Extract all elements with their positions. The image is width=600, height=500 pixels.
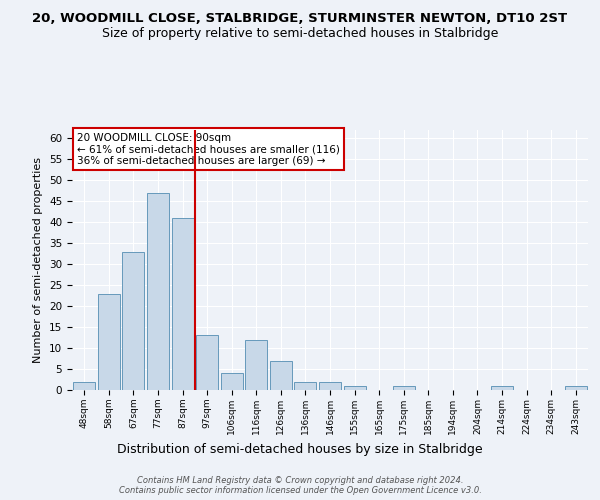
Text: Size of property relative to semi-detached houses in Stalbridge: Size of property relative to semi-detach… — [102, 28, 498, 40]
Bar — [344, 386, 365, 390]
Bar — [565, 386, 587, 390]
Bar — [270, 360, 292, 390]
Y-axis label: Number of semi-detached properties: Number of semi-detached properties — [34, 157, 43, 363]
Bar — [392, 386, 415, 390]
Bar — [319, 382, 341, 390]
Text: 20 WOODMILL CLOSE: 90sqm
← 61% of semi-detached houses are smaller (116)
36% of : 20 WOODMILL CLOSE: 90sqm ← 61% of semi-d… — [77, 132, 340, 166]
Text: Contains HM Land Registry data © Crown copyright and database right 2024.
Contai: Contains HM Land Registry data © Crown c… — [119, 476, 481, 495]
Bar — [147, 193, 169, 390]
Bar — [98, 294, 120, 390]
Bar — [491, 386, 513, 390]
Bar — [122, 252, 145, 390]
Bar — [221, 373, 243, 390]
Bar — [295, 382, 316, 390]
Bar — [196, 336, 218, 390]
Bar — [245, 340, 268, 390]
Text: Distribution of semi-detached houses by size in Stalbridge: Distribution of semi-detached houses by … — [117, 442, 483, 456]
Bar — [172, 218, 194, 390]
Bar — [73, 382, 95, 390]
Text: 20, WOODMILL CLOSE, STALBRIDGE, STURMINSTER NEWTON, DT10 2ST: 20, WOODMILL CLOSE, STALBRIDGE, STURMINS… — [32, 12, 568, 26]
